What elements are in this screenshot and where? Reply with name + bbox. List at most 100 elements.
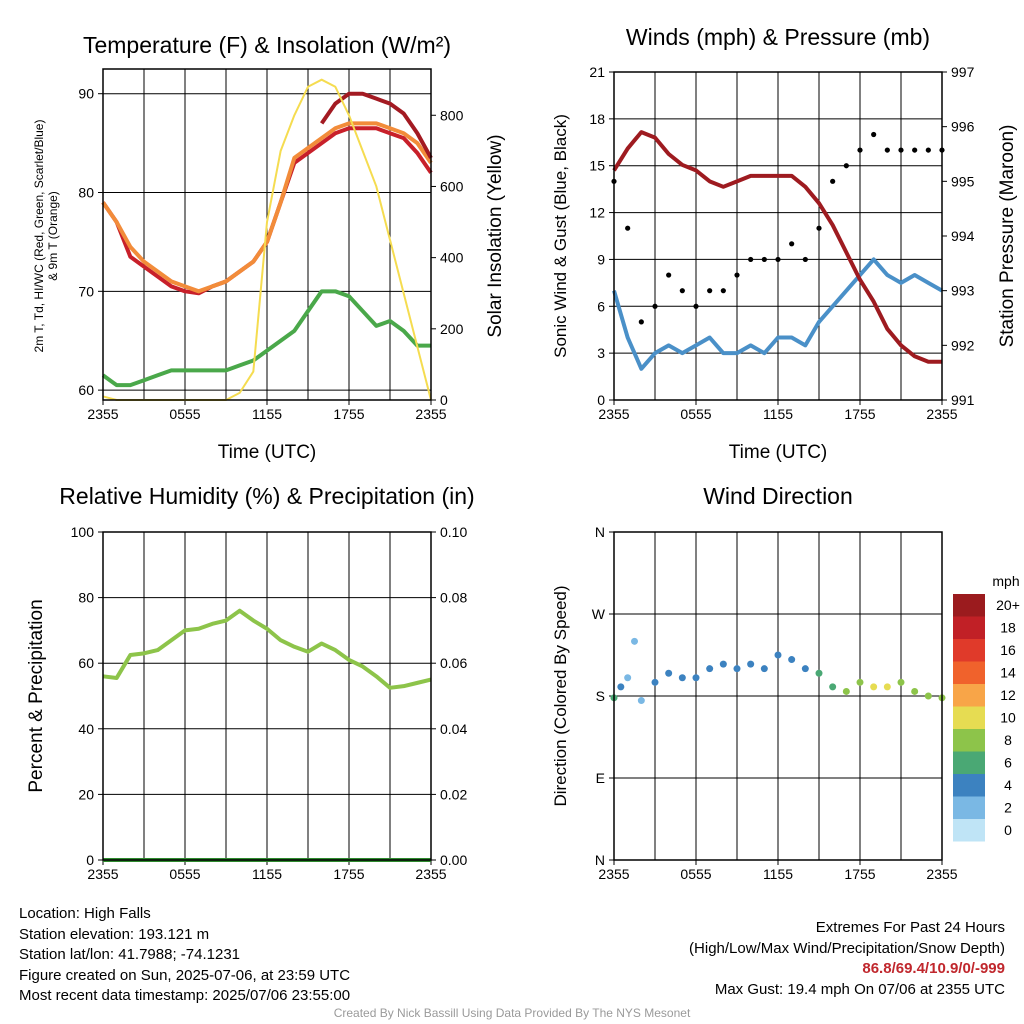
y2-tick-label: 995 (951, 173, 975, 189)
y2-tick-label: 0 (440, 392, 448, 408)
y2-tick-label: 0.02 (440, 786, 467, 802)
legend-label: 8 (1004, 732, 1012, 748)
x-tick-label: 1155 (252, 406, 282, 422)
direction-point (897, 678, 905, 686)
direction-point (760, 665, 768, 673)
direction-point (911, 687, 919, 695)
direction-panel: Wind Direction Direction (Colored By Spe… (551, 483, 1020, 882)
gust-point (707, 288, 713, 294)
y-tick-label: 15 (589, 158, 605, 174)
hi-wc-line (320, 91, 433, 159)
humidity-ylabel-left: Percent & Precipitation (26, 599, 47, 792)
gust-point (857, 147, 863, 153)
x-tick-label: 2355 (926, 866, 957, 882)
x-tick-label: 2355 (87, 866, 118, 882)
x-tick-label: 1755 (333, 406, 364, 422)
legend-swatch (953, 751, 985, 774)
gust-point (912, 147, 918, 153)
gust-point (638, 319, 644, 325)
legend-label: 10 (1000, 710, 1016, 726)
y2-tick-label: 996 (951, 119, 975, 135)
gust-point (652, 303, 658, 309)
y-tick-label: 60 (78, 382, 94, 398)
legend-swatch (953, 616, 985, 639)
gust-point (871, 131, 877, 138)
gust-point (830, 178, 836, 184)
direction-point (624, 674, 632, 682)
direction-point (665, 669, 673, 677)
y-tick-label: N (595, 852, 605, 868)
legend-label: 12 (1000, 687, 1016, 703)
credit-text: Created By Nick Bassill Using Data Provi… (333, 1006, 691, 1020)
humidity-title: Relative Humidity (%) & Precipitation (i… (59, 483, 474, 509)
y-tick-label: 12 (589, 205, 605, 221)
y-tick-label: 21 (589, 64, 605, 80)
legend-label: 6 (1004, 755, 1012, 771)
direction-point (924, 692, 932, 700)
gust-point (775, 256, 781, 263)
legend-swatch (953, 661, 985, 684)
winds-xlabel: Time (UTC) (729, 442, 828, 463)
x-tick-label: 1155 (252, 866, 282, 882)
y-tick-label: 3 (597, 345, 605, 361)
direction-point (651, 678, 659, 686)
td-line (101, 289, 431, 388)
gust-point (789, 241, 795, 247)
direction-point (788, 656, 796, 664)
y2-tick-label: 991 (951, 392, 975, 408)
gust-point (898, 147, 904, 153)
y2-tick-label: 800 (440, 107, 464, 123)
extremes-title: Extremes For Past 24 Hours (815, 919, 1005, 936)
x-tick-label: 0555 (680, 406, 711, 422)
plot-frame (613, 531, 943, 861)
humidity-panel: Relative Humidity (%) & Precipitation (i… (26, 483, 475, 882)
plot-frame (102, 68, 432, 401)
y-tick-label: 80 (78, 590, 94, 606)
legend-label: 16 (1000, 642, 1016, 658)
y-tick-label: 90 (78, 86, 94, 102)
y-tick-label: W (592, 606, 606, 622)
y-tick-label: 0 (86, 852, 94, 868)
recent-data-text: Most recent data timestamp: 2025/07/06 2… (19, 987, 351, 1004)
plot-frame (613, 71, 943, 401)
extremes-legend: (High/Low/Max Wind/Precipitation/Snow De… (689, 939, 1005, 957)
legend-swatch (953, 796, 985, 819)
direction-point (829, 683, 837, 691)
direction-legend-title: mph (992, 573, 1019, 589)
y2-tick-label: 0.04 (440, 721, 467, 737)
9m-t-line (101, 121, 433, 294)
gust-point (679, 288, 685, 294)
legend-swatch (953, 639, 985, 662)
winds-ylabel-left: Sonic Wind & Gust (Blue, Black) (551, 114, 570, 358)
y-tick-label: 100 (71, 524, 95, 540)
y-tick-label: S (596, 688, 605, 704)
legend-label: 0 (1004, 822, 1012, 838)
station-pressure-line (612, 130, 942, 364)
gust-point (720, 288, 726, 294)
plot-frame (102, 531, 432, 861)
y-tick-label: 9 (597, 251, 605, 267)
direction-point (774, 651, 782, 659)
y2-tick-label: 992 (951, 337, 975, 353)
y2-tick-label: 200 (440, 321, 464, 337)
gust-point (693, 303, 699, 309)
temperature-panel: Temperature (F) & Insolation (W/m²) Time… (32, 32, 506, 463)
x-tick-label: 1755 (844, 406, 875, 422)
gust-point (748, 256, 754, 263)
y-tick-label: 6 (597, 298, 605, 314)
direction-point (678, 674, 686, 682)
x-tick-label: 1755 (844, 866, 875, 882)
latlon-text: Station lat/lon: 41.7988; -74.1231 (19, 946, 241, 963)
y2-tick-label: 0.08 (440, 590, 467, 606)
temperature-ylabel-left-1: 2m T, Td, HI/WC (Red, Green, Scarlet/Blu… (32, 120, 46, 353)
x-tick-label: 2355 (415, 866, 446, 882)
gust-point (666, 272, 672, 278)
direction-point (856, 678, 864, 686)
x-tick-label: 2355 (87, 406, 118, 422)
legend-swatch (953, 729, 985, 752)
direction-point (692, 674, 700, 682)
x-tick-label: 0555 (169, 866, 200, 882)
direction-point (842, 687, 850, 695)
max-gust-text: Max Gust: 19.4 mph On 07/06 at 2355 UTC (714, 980, 1005, 998)
extremes-values: 86.8/69.4/10.9/0/-999 (862, 960, 1005, 977)
